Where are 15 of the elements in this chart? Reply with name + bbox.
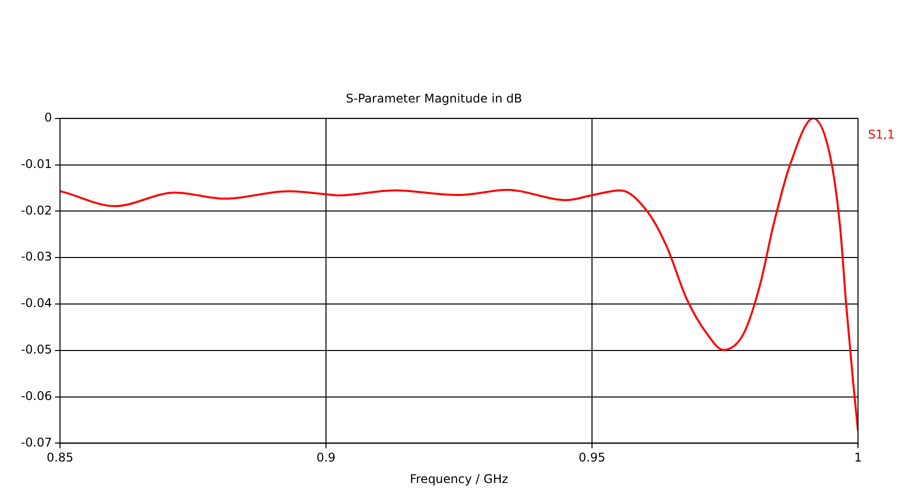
text: S1,1: [868, 128, 895, 142]
y-tick-label: -0.04: [20, 296, 52, 310]
y-tick-label: 0: [44, 110, 52, 125]
y-tick-label: -0.02: [20, 203, 52, 218]
y-tick-label: -0.07: [20, 435, 52, 450]
x-tick-label: 1: [854, 450, 862, 465]
x-tick-label: 0.95: [578, 450, 606, 465]
x-tick-label: 0.9: [316, 450, 336, 465]
x-axis-title: Frequency / GHz: [410, 472, 508, 486]
y-tick-label: -0.01: [20, 156, 52, 171]
chart-title: S-Parameter Magnitude in dB: [346, 91, 522, 106]
y-tick-label: -0.05: [20, 342, 52, 357]
y-tick-label: -0.06: [20, 388, 52, 403]
x-tick-label: 0.85: [46, 450, 74, 465]
y-tick-label: -0.03: [20, 250, 52, 264]
